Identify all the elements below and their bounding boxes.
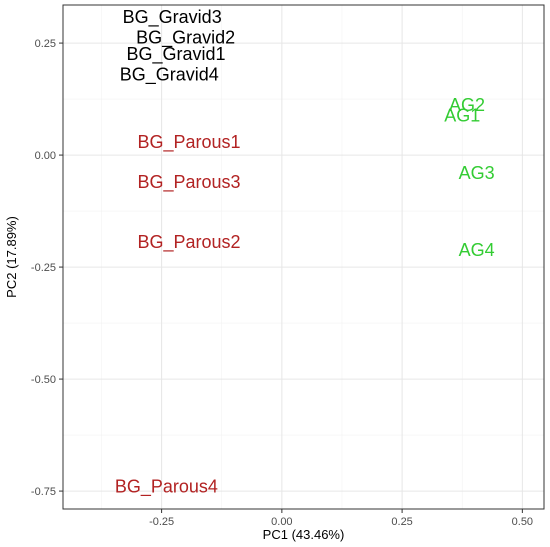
point-label-bg-gravid3: BG_Gravid3 (123, 7, 222, 28)
y-tick-label: -0.50 (31, 374, 56, 386)
x-axis-title: PC1 (43.46%) (263, 527, 345, 542)
point-label-bg-parous1: BG_Parous1 (137, 132, 240, 153)
data-labels: BG_Gravid3BG_Gravid2BG_Gravid1BG_Gravid4… (115, 7, 495, 498)
point-label-bg-gravid2: BG_Gravid2 (136, 27, 235, 48)
point-label-bg-parous3: BG_Parous3 (137, 172, 240, 193)
x-axis: -0.25 0.00 0.25 0.50 (149, 509, 533, 528)
y-tick-label: -0.25 (31, 262, 56, 274)
point-label-bg-gravid1: BG_Gravid1 (127, 44, 226, 65)
point-label-ag4: AG4 (459, 240, 495, 260)
point-label-ag3: AG3 (459, 163, 495, 183)
x-tick-label: 0.00 (271, 516, 292, 528)
x-tick-label: -0.25 (149, 516, 174, 528)
y-axis-title: PC2 (17.89%) (4, 216, 19, 298)
point-label-bg-parous2: BG_Parous2 (137, 232, 240, 253)
y-tick-label: 0.25 (35, 38, 56, 50)
point-label-ag2: AG2 (449, 95, 485, 115)
y-axis: -0.75 -0.50 -0.25 0.00 0.25 (31, 38, 63, 498)
x-tick-label: 0.50 (512, 516, 533, 528)
grid (63, 5, 544, 509)
panel-border (62, 4, 545, 510)
y-tick-label: -0.75 (31, 486, 56, 498)
point-label-ag1: AG1 (444, 106, 480, 126)
x-tick-label: 0.25 (391, 516, 412, 528)
point-label-bg-gravid4: BG_Gravid4 (120, 64, 219, 85)
point-label-bg-parous4: BG_Parous4 (115, 477, 218, 498)
y-tick-label: 0.00 (35, 150, 56, 162)
